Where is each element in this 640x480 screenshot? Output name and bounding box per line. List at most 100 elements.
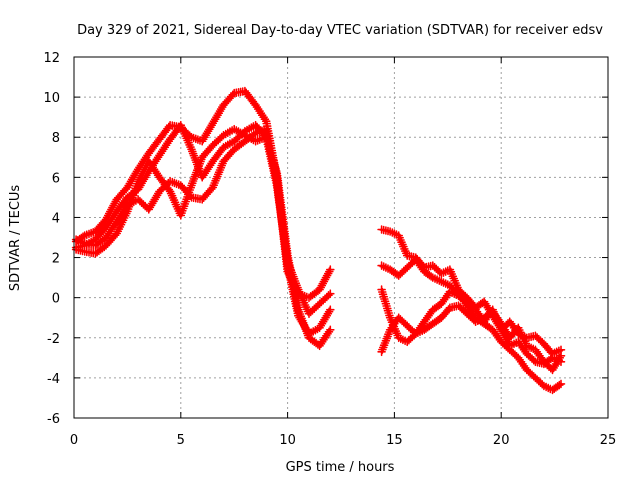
y-tick-label: 10 bbox=[43, 91, 60, 106]
series-arc-1d bbox=[71, 124, 335, 351]
data-point bbox=[559, 354, 563, 358]
data-point bbox=[388, 316, 392, 319]
y-tick-label: -6 bbox=[47, 412, 60, 427]
data-point bbox=[440, 302, 443, 305]
data-point bbox=[397, 316, 400, 319]
data-point bbox=[190, 184, 193, 187]
x-tick-label: 25 bbox=[600, 433, 617, 448]
grid bbox=[74, 57, 608, 418]
data-point bbox=[104, 226, 108, 229]
data-point bbox=[211, 121, 215, 125]
data-point bbox=[168, 138, 172, 141]
data-point bbox=[94, 244, 97, 247]
data-point bbox=[233, 91, 236, 95]
data-point bbox=[318, 344, 321, 347]
tick-layer bbox=[73, 56, 609, 419]
y-tick-label: 2 bbox=[52, 252, 60, 267]
data-point bbox=[318, 302, 321, 305]
y-tick-label: -4 bbox=[47, 372, 60, 387]
data-point bbox=[179, 123, 182, 127]
data-point bbox=[431, 322, 435, 325]
data-point bbox=[83, 234, 86, 237]
data-point bbox=[508, 348, 511, 352]
data-point bbox=[254, 123, 257, 127]
data-point bbox=[508, 320, 511, 323]
data-point bbox=[211, 144, 215, 147]
series-arc-2c bbox=[377, 301, 566, 375]
data-point bbox=[380, 350, 383, 354]
data-point bbox=[517, 326, 520, 329]
data-point bbox=[329, 292, 332, 295]
x-tick-label: 15 bbox=[386, 433, 403, 448]
data-point bbox=[307, 296, 311, 299]
data-point bbox=[380, 288, 383, 291]
data-point bbox=[465, 304, 469, 307]
data-point bbox=[465, 312, 469, 315]
data-point bbox=[115, 210, 118, 213]
data-point bbox=[147, 208, 150, 211]
data-point bbox=[83, 242, 86, 245]
data-point bbox=[525, 344, 529, 347]
data-point bbox=[254, 103, 257, 107]
data-point bbox=[482, 322, 486, 325]
data-point bbox=[551, 356, 554, 360]
data-point bbox=[275, 172, 279, 175]
data-point bbox=[200, 140, 204, 143]
y-tick-label: -2 bbox=[47, 332, 60, 347]
data-point bbox=[168, 190, 172, 193]
data-point bbox=[104, 218, 108, 221]
data-point bbox=[482, 300, 486, 303]
data-point bbox=[254, 132, 257, 135]
data-point bbox=[211, 160, 215, 163]
data-point bbox=[158, 138, 161, 141]
data-point bbox=[115, 198, 118, 201]
y-tick-label: 12 bbox=[43, 51, 60, 66]
data-point bbox=[388, 230, 392, 233]
data-point bbox=[243, 134, 247, 137]
data-point bbox=[83, 250, 86, 253]
data-point bbox=[448, 290, 452, 293]
data-point bbox=[158, 154, 161, 157]
data-point bbox=[500, 322, 503, 325]
y-tick-label: 4 bbox=[52, 211, 60, 226]
x-axis-label: GPS time / hours bbox=[286, 460, 395, 475]
data-point bbox=[222, 146, 225, 149]
data-point bbox=[158, 190, 161, 193]
data-point bbox=[517, 356, 520, 360]
data-point bbox=[190, 136, 193, 139]
data-point bbox=[474, 308, 477, 311]
data-point bbox=[397, 274, 400, 277]
data-point bbox=[168, 123, 172, 127]
data-point bbox=[254, 140, 257, 143]
data-point bbox=[265, 136, 268, 139]
data-point bbox=[147, 160, 150, 163]
data-point bbox=[136, 198, 140, 201]
data-point bbox=[265, 128, 268, 131]
data-point bbox=[414, 258, 417, 261]
data-point bbox=[440, 280, 443, 283]
data-point bbox=[200, 156, 204, 159]
data-point bbox=[265, 119, 268, 123]
data-point bbox=[104, 244, 108, 247]
data-point bbox=[126, 210, 129, 213]
data-point bbox=[388, 268, 392, 271]
data-point bbox=[147, 170, 150, 173]
data-point bbox=[406, 324, 409, 327]
data-point bbox=[200, 198, 204, 201]
data-point bbox=[115, 220, 118, 223]
data-point bbox=[431, 308, 435, 311]
series-arc-2a bbox=[377, 225, 566, 359]
plot-frame bbox=[73, 56, 609, 419]
data-point bbox=[534, 334, 537, 337]
data-point bbox=[534, 348, 537, 352]
data-point bbox=[388, 328, 392, 331]
data-point bbox=[147, 152, 150, 155]
data-point bbox=[158, 176, 161, 179]
data-point bbox=[94, 238, 97, 241]
data-point bbox=[457, 304, 460, 307]
data-point bbox=[200, 176, 204, 179]
data-point bbox=[136, 180, 140, 183]
data-point bbox=[397, 336, 400, 339]
data-point bbox=[534, 360, 537, 364]
data-point bbox=[559, 382, 563, 386]
